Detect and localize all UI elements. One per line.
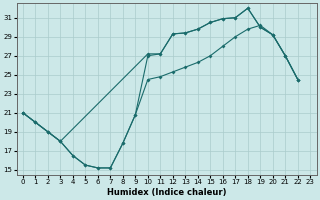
X-axis label: Humidex (Indice chaleur): Humidex (Indice chaleur) (107, 188, 226, 197)
